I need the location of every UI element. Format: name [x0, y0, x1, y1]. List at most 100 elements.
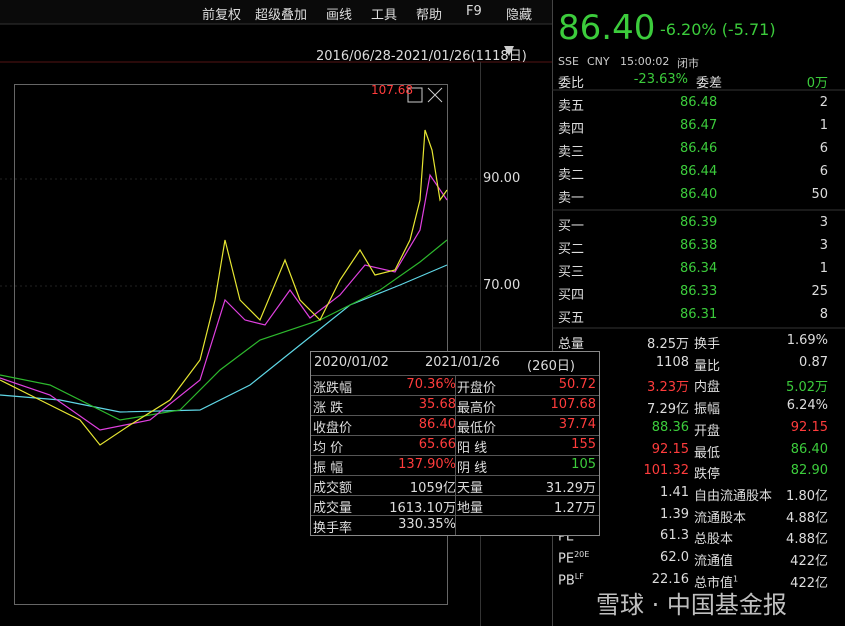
cell-label: 涨跌幅: [313, 381, 353, 396]
toolbar-button[interactable]: F9: [466, 4, 482, 19]
stat-label: 总股本: [694, 532, 734, 548]
stat-value: 8.25万: [647, 337, 689, 352]
stat-label: 流通值: [694, 554, 734, 569]
cell-value: 107.68: [550, 397, 597, 412]
maximize-icon[interactable]: [407, 87, 423, 103]
order-volume: 25: [811, 284, 828, 299]
cell-label: 地量: [457, 501, 484, 516]
stat-value: 6.24%: [786, 398, 828, 414]
stat-label: 换手: [694, 337, 721, 352]
stat-label: 跌停: [694, 467, 721, 483]
stat-value: 86.40: [790, 441, 828, 457]
order-price: 86.40: [680, 187, 718, 202]
order-level: 卖四: [558, 122, 585, 137]
order-volume: 3: [819, 238, 828, 253]
price-line: [0, 129, 448, 446]
cell-label: 阴 线: [457, 461, 488, 476]
range-start[interactable]: 2020/01/02: [314, 355, 389, 370]
stat-value: 61.3: [660, 528, 689, 544]
ma-line: [0, 264, 448, 413]
high-price-label: 107.68: [371, 83, 413, 97]
stat-value: 1.41: [660, 484, 689, 500]
stat-value: 3.23万: [647, 380, 689, 396]
stat-value: 1.39: [660, 506, 689, 522]
cell-label: 收盘价: [313, 421, 353, 436]
stat-label: 振幅: [694, 402, 721, 418]
order-volume: 50: [811, 187, 828, 202]
cell-value: 105: [571, 457, 596, 472]
column-divider: [455, 375, 456, 535]
order-level: 卖二: [558, 168, 585, 183]
order-volume: 1: [819, 118, 828, 133]
stat-value: 1.80亿: [786, 488, 828, 504]
date-range[interactable]: 2016/06/28-2021/01/26(1118日): [316, 49, 527, 64]
cell-label: 振 幅: [313, 461, 344, 476]
last-price: 86.40: [558, 8, 656, 48]
cell-value: 1.27万: [554, 501, 596, 516]
stat-value: 0.87: [799, 354, 828, 370]
cell-value: 137.90%: [398, 457, 456, 472]
stat-label: 开盘: [694, 423, 721, 439]
order-level: 买四: [558, 288, 585, 303]
price-change: -6.20% (-5.71): [660, 20, 776, 39]
price-tick-label: 70.00: [483, 278, 521, 293]
order-price: 86.44: [680, 164, 718, 179]
stat-value: 4.88亿: [786, 532, 828, 548]
order-volume: 6: [819, 141, 828, 156]
cell-value: 35.68: [418, 397, 456, 412]
order-level: 买一: [558, 219, 585, 234]
stat-label: 量比: [694, 358, 721, 374]
cell-label: 成交量: [313, 501, 353, 516]
stat-label: 总市值1: [694, 574, 739, 591]
superscript: 1: [733, 574, 739, 584]
cell-value: 37.74: [558, 417, 596, 432]
stat-label: 流通股本: [694, 510, 747, 526]
quote-time: 15:00:02: [620, 55, 670, 68]
field-label: 委比: [558, 76, 585, 91]
field-label: 委差: [696, 76, 723, 91]
currency: CNY: [587, 55, 610, 68]
order-volume: 1: [819, 261, 828, 276]
cell-value: 31.29万: [545, 481, 596, 496]
cell-label: 最低价: [457, 421, 497, 436]
cell-value: 155: [571, 437, 596, 452]
dropdown-icon[interactable]: [504, 46, 514, 56]
cell-label: 换手率: [313, 521, 353, 536]
stat-label: PBLF: [558, 571, 584, 589]
close-icon[interactable]: [427, 87, 443, 103]
cell-value: 86.40: [418, 417, 456, 432]
toolbar-button[interactable]: 前复权: [202, 8, 242, 23]
cell-value: 330.35%: [398, 517, 456, 532]
order-volume: 8: [819, 307, 828, 322]
stat-value: 62.0: [660, 550, 689, 565]
stat-value: 92.15: [651, 441, 689, 457]
cell-label: 开盘价: [457, 381, 497, 396]
stat-label: 内盘: [694, 380, 721, 396]
order-level: 卖一: [558, 191, 585, 206]
range-end[interactable]: 2021/01/26: [425, 355, 500, 370]
stat-label: 自由流通股本: [694, 488, 773, 504]
toolbar-button[interactable]: 画线: [326, 8, 353, 23]
stat-value: 422亿: [790, 575, 828, 591]
cell-label: 阳 线: [457, 441, 488, 456]
stat-label: PE20E: [558, 550, 590, 567]
range-stats-popup: 2020/01/02 2021/01/26 (260日) 涨跌幅 70.36% 开盘价 50…: [310, 351, 600, 536]
order-volume: 3: [819, 215, 828, 230]
stat-label: 总量: [558, 337, 585, 352]
order-level: 卖五: [558, 99, 585, 114]
order-level: 买五: [558, 311, 585, 326]
cell-label: 最高价: [457, 401, 497, 416]
order-level: 卖三: [558, 145, 585, 160]
cell-label: 天量: [457, 481, 484, 496]
order-level: 买二: [558, 242, 585, 257]
stat-value: 1.69%: [786, 333, 828, 348]
ma-line: [0, 239, 448, 421]
superscript: LF: [574, 571, 584, 581]
toolbar-button[interactable]: 超级叠加: [255, 8, 308, 23]
cell-value: 70.36%: [406, 377, 456, 392]
order-price: 86.31: [680, 307, 718, 322]
toolbar-button[interactable]: 帮助: [416, 8, 443, 23]
toolbar-button[interactable]: 工具: [371, 8, 398, 23]
toolbar-button[interactable]: 隐藏: [506, 8, 533, 23]
market-status: 闭市: [677, 57, 699, 70]
